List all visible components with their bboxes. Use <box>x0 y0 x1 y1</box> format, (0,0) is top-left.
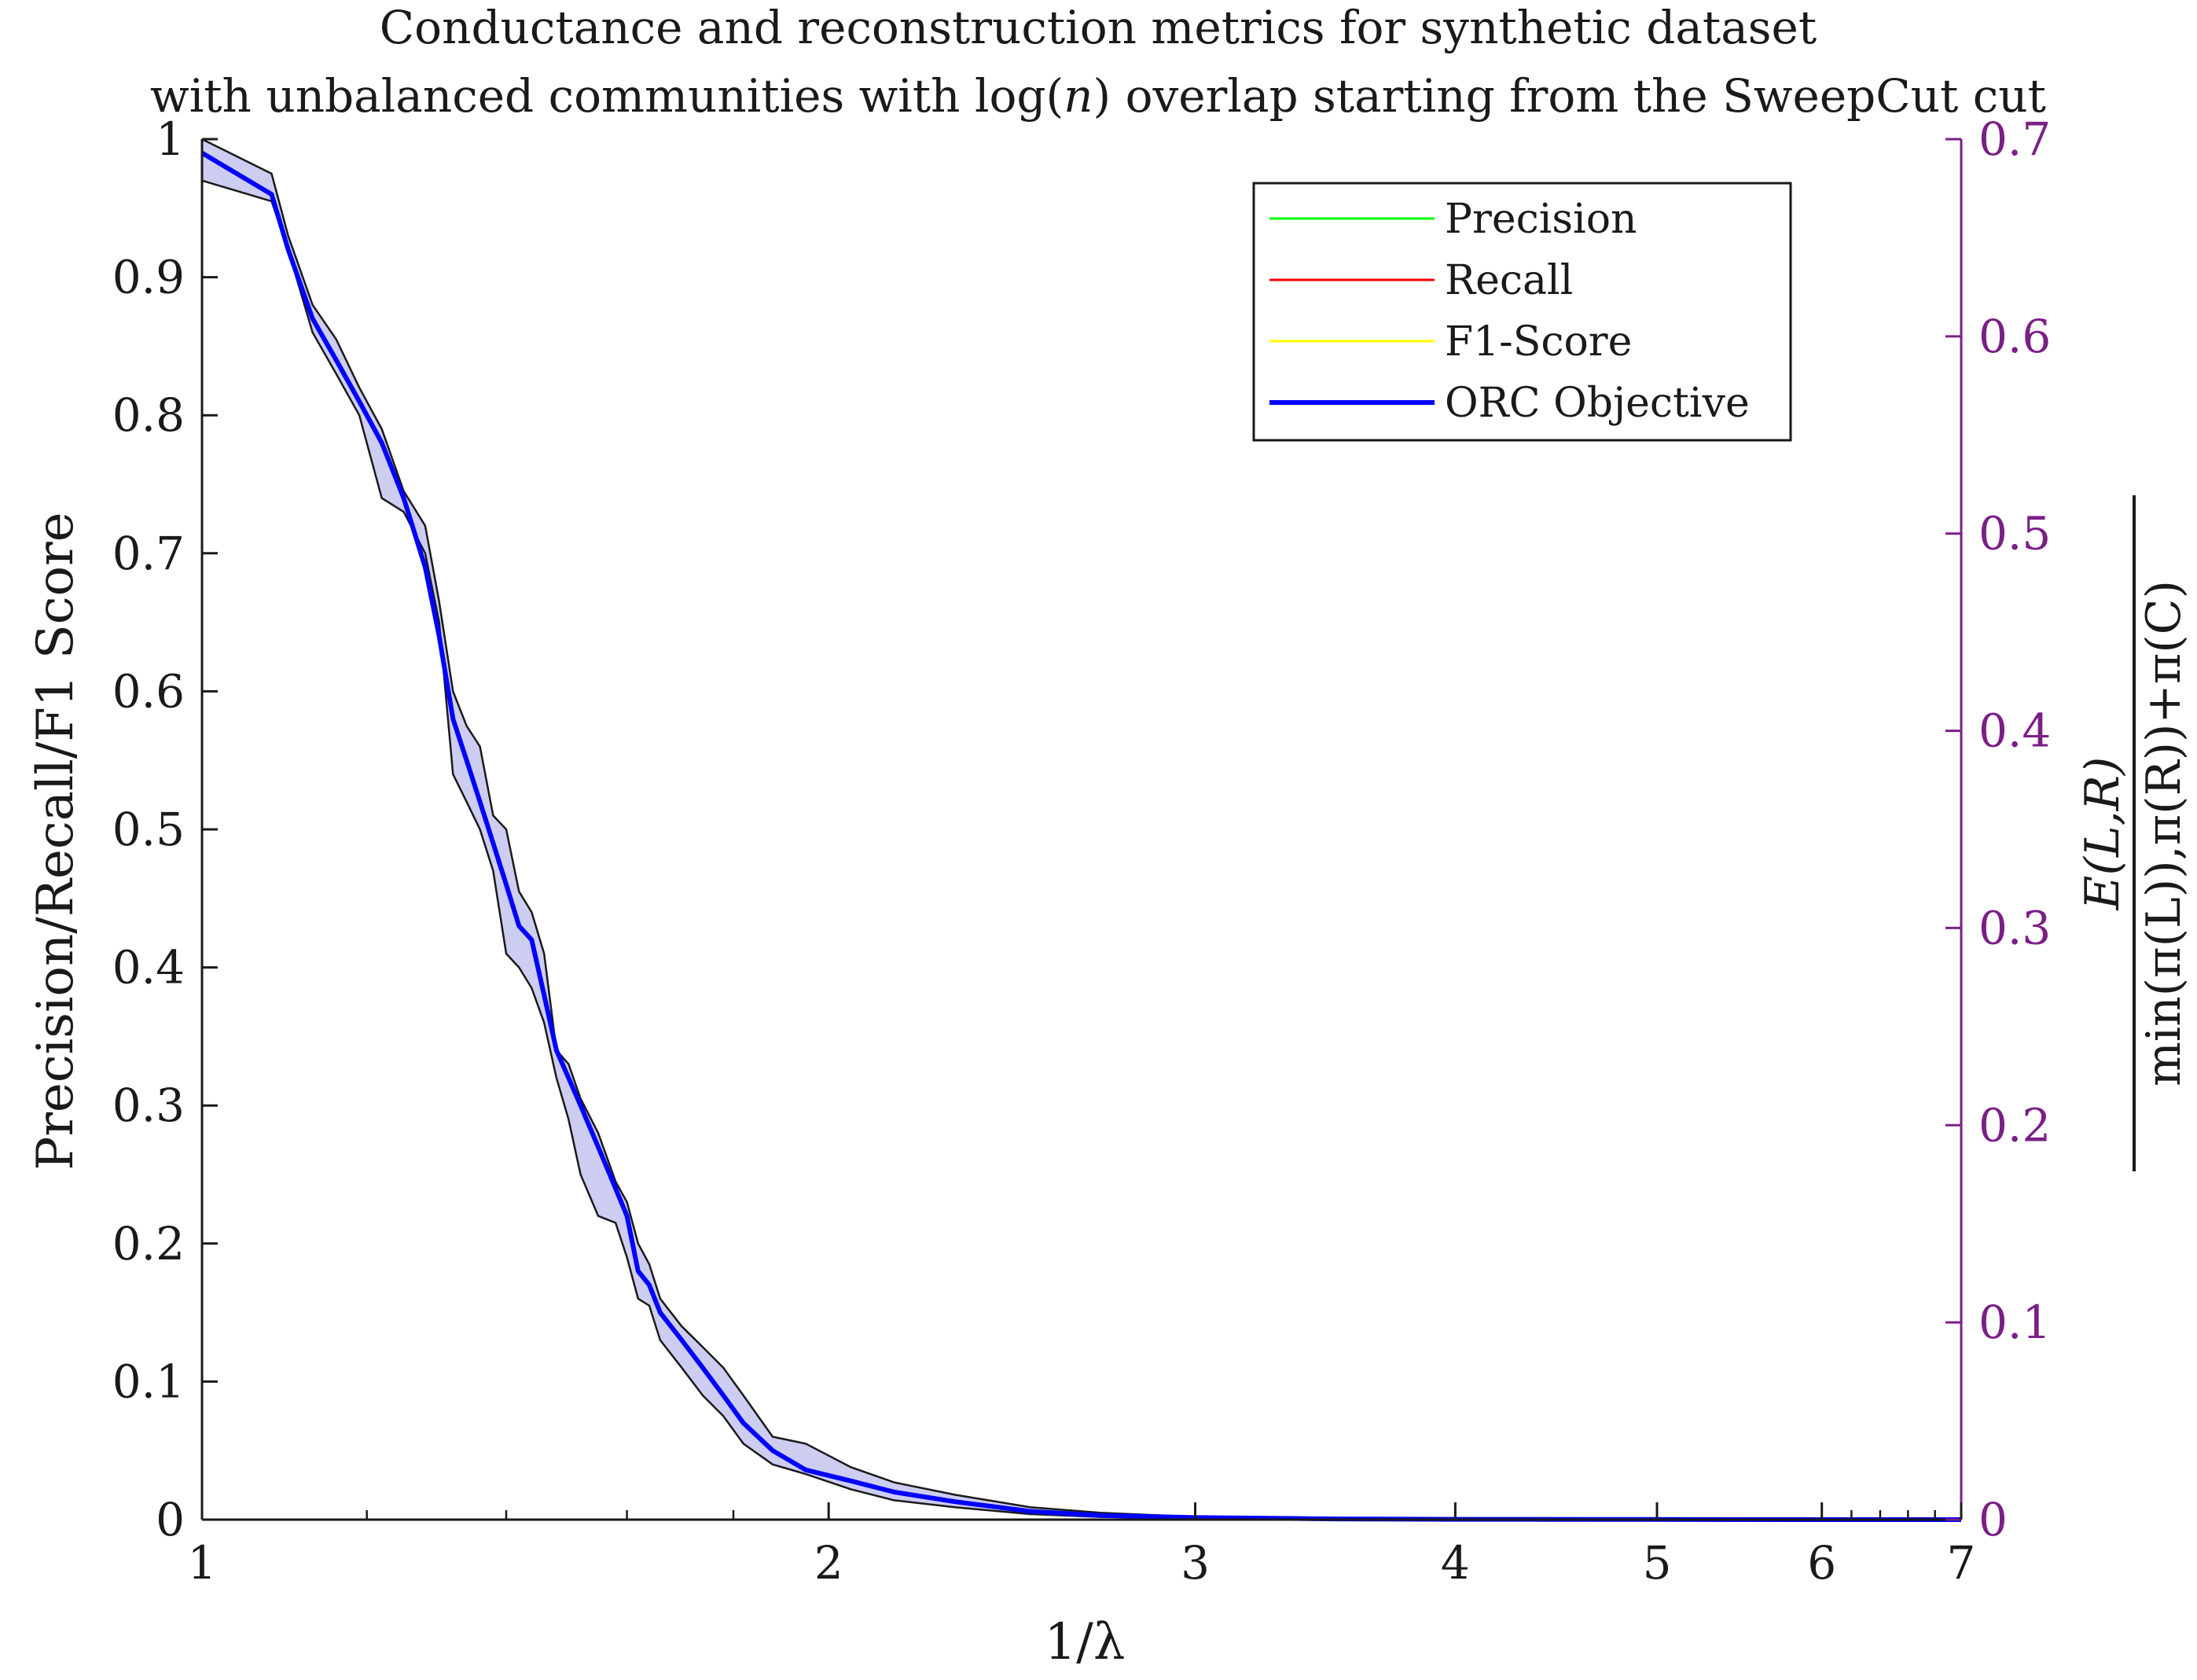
legend-label-f1: F1-Score <box>1445 318 1632 366</box>
legend-label-orc: ORC Objective <box>1445 380 1750 427</box>
x-tick-label: 2 <box>814 1536 843 1590</box>
x-tick-label: 1 <box>188 1536 217 1590</box>
y-tick-label: 0.4 <box>112 941 185 994</box>
y-tick-label: 0.1 <box>112 1355 185 1408</box>
y-tick-label: 0.9 <box>112 251 185 304</box>
right-y-tick-label: 0 <box>1978 1493 2008 1546</box>
right-axis-label-denominator: min(π(L)),π(R))+π(C) <box>2136 580 2191 1086</box>
y-tick-label: 1 <box>156 112 185 166</box>
x-axis-label: 1/λ <box>1045 1613 1126 1671</box>
legend-label-recall: Recall <box>1445 257 1573 304</box>
right-y-tick-label: 0.7 <box>1978 112 2051 166</box>
y-tick-label: 0.8 <box>112 388 185 442</box>
x-tick-label: 5 <box>1643 1536 1672 1590</box>
series-line-layer <box>200 151 1961 1522</box>
y-axis-label: Precision/Recall/F1 Score <box>27 512 85 1170</box>
tick-labels-layer: 00.10.20.30.40.50.60.70.80.9100.10.20.30… <box>112 112 2052 1590</box>
y-tick-label: 0.3 <box>112 1079 185 1132</box>
right-y-tick-label: 0.6 <box>1978 310 2051 363</box>
x-tick-label: 7 <box>1947 1536 1976 1590</box>
y-tick-label: 0.5 <box>112 803 185 856</box>
chart-title-line2: with unbalanced communities with log(n) … <box>150 69 2046 123</box>
axes-layer <box>200 138 1963 1521</box>
band-lower-bound <box>201 179 1961 1521</box>
right-y-tick-label: 0.2 <box>1978 1098 2051 1152</box>
series-line-orc <box>200 151 1961 1522</box>
legend-label-precision: Precision <box>1445 196 1637 243</box>
x-tick-label: 6 <box>1807 1536 1836 1590</box>
y-tick-label: 0.6 <box>112 664 185 718</box>
right-y-tick-label: 0.5 <box>1978 507 2051 561</box>
x-tick-label: 4 <box>1441 1536 1470 1590</box>
right-y-tick-label: 0.3 <box>1978 901 2051 954</box>
legend-box <box>1252 182 1792 442</box>
y-tick-label: 0 <box>156 1493 185 1546</box>
right-axis-label-numerator: E(L,R) <box>2075 757 2130 911</box>
x-tick-label: 3 <box>1181 1536 1210 1590</box>
right-y-tick-label: 0.4 <box>1978 704 2051 758</box>
right-y-tick-label: 0.1 <box>1978 1296 2051 1349</box>
right-axis-label: E(L,R) min(π(L)),π(R))+π(C) <box>2075 495 2191 1171</box>
confidence-band-layer <box>201 138 1961 1521</box>
y-tick-label: 0.7 <box>112 527 185 580</box>
legend: Precision Recall F1-Score ORC Objective <box>1252 182 1792 442</box>
y-tick-label: 0.2 <box>112 1217 185 1270</box>
chart-title: Conductance and reconstruction metrics f… <box>380 1 1817 54</box>
band-upper-bound <box>201 138 1961 1521</box>
